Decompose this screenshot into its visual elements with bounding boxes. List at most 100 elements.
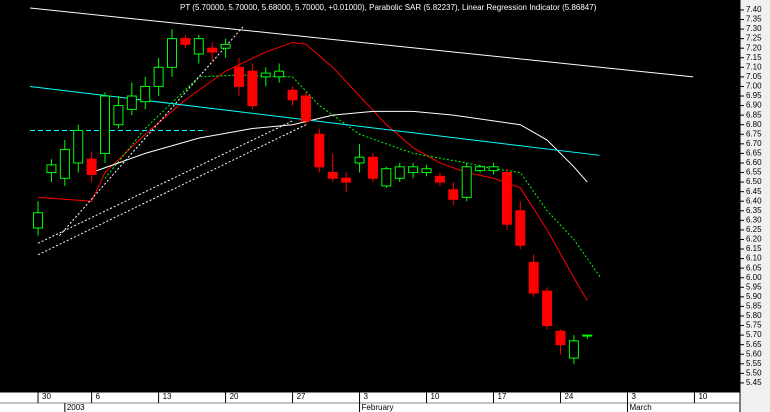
y-tick-label: 7.05 xyxy=(746,72,762,81)
x-tick-label: 10 xyxy=(431,392,440,401)
y-tick-label: 7.35 xyxy=(746,15,762,24)
x-month-label: 2003 xyxy=(67,403,85,412)
y-tick-label: 5.50 xyxy=(746,368,762,377)
candle-body xyxy=(381,168,392,187)
candle-body xyxy=(140,85,151,103)
y-tick-label: 6.90 xyxy=(746,101,762,110)
x-tick-label: 20 xyxy=(230,392,239,401)
candle-body xyxy=(193,38,204,55)
y-tick-label: 6.30 xyxy=(746,215,762,224)
candle-body xyxy=(501,172,512,225)
candle-body xyxy=(314,133,325,168)
candle-body xyxy=(126,95,137,110)
x-tick-label: 30 xyxy=(42,392,51,401)
y-tick-label: 7.40 xyxy=(746,5,762,14)
y-tick-label: 6.75 xyxy=(746,129,762,138)
y-tick-label: 6.95 xyxy=(746,91,762,100)
y-tick-label: 5.75 xyxy=(746,321,762,330)
candle-body xyxy=(247,70,258,107)
x-tick-label: 10 xyxy=(698,392,707,401)
x-tick-label: 3 xyxy=(364,392,369,401)
y-tick-label: 5.70 xyxy=(746,330,762,339)
chart-title: PT (5.70000, 5.70000, 5.68000, 5.70000, … xyxy=(180,3,597,12)
candle-body xyxy=(448,189,459,200)
y-tick-label: 5.60 xyxy=(746,349,762,358)
x-tick-label: 13 xyxy=(163,392,172,401)
indicator-line xyxy=(29,85,600,156)
y-tick-label: 6.00 xyxy=(746,273,762,282)
candle-body xyxy=(260,72,271,78)
x-month-label: February xyxy=(362,403,394,412)
y-tick-label: 6.25 xyxy=(746,225,762,234)
y-tick-label: 6.35 xyxy=(746,206,762,215)
indicator-line xyxy=(104,74,602,279)
y-axis-background xyxy=(740,0,770,412)
candle-body xyxy=(33,212,44,229)
indicator-line xyxy=(29,7,694,78)
candle-body xyxy=(528,261,539,294)
indicator-line xyxy=(37,124,307,256)
candle-body xyxy=(46,164,57,174)
candle-body xyxy=(515,210,526,246)
candle-body xyxy=(300,95,311,122)
x-tick-label: 17 xyxy=(498,392,507,401)
candle-body xyxy=(327,172,338,179)
y-tick-label: 5.55 xyxy=(746,359,762,368)
candle-body xyxy=(408,166,419,174)
y-tick-label: 6.85 xyxy=(746,110,762,119)
candle-body xyxy=(421,168,432,174)
candle-body xyxy=(394,166,405,179)
candle-body xyxy=(475,166,486,172)
y-tick-label: 6.70 xyxy=(746,139,762,148)
y-tick-label: 5.45 xyxy=(746,378,762,387)
y-tick-label: 6.50 xyxy=(746,177,762,186)
y-tick-label: 7.10 xyxy=(746,62,762,71)
y-tick-label: 7.20 xyxy=(746,43,762,52)
candle-body xyxy=(167,38,177,68)
y-tick-label: 6.60 xyxy=(746,158,762,167)
y-tick-label: 7.30 xyxy=(746,24,762,33)
candle-body xyxy=(568,340,579,359)
candle-body xyxy=(582,334,593,337)
candle-body xyxy=(113,105,124,126)
candle-body xyxy=(59,149,70,179)
candle-body xyxy=(274,70,285,78)
y-tick-label: 6.45 xyxy=(746,187,762,196)
y-tick-label: 6.65 xyxy=(746,149,762,158)
y-tick-label: 6.20 xyxy=(746,235,762,244)
y-tick-label: 5.85 xyxy=(746,302,762,311)
y-tick-label: 5.80 xyxy=(746,311,762,320)
candle-body xyxy=(488,166,499,172)
y-tick-label: 5.90 xyxy=(746,292,762,301)
candle-body xyxy=(86,158,97,175)
candle-body xyxy=(73,129,84,164)
y-tick-label: 7.25 xyxy=(746,34,762,43)
y-tick-label: 5.65 xyxy=(746,340,762,349)
y-tick-label: 7.00 xyxy=(746,82,762,91)
y-tick-label: 6.55 xyxy=(746,168,762,177)
indicator-line xyxy=(91,110,588,183)
candle-body xyxy=(354,156,365,164)
y-tick-label: 6.40 xyxy=(746,196,762,205)
y-tick-label: 6.10 xyxy=(746,254,762,263)
candle-body xyxy=(555,330,566,346)
y-tick-label: 5.95 xyxy=(746,282,762,291)
indicator-line xyxy=(59,24,245,236)
x-tick-label: 27 xyxy=(297,392,306,401)
candle-body xyxy=(542,290,553,327)
x-month-label: March xyxy=(629,403,651,412)
indicator-line xyxy=(38,41,588,301)
candle-body xyxy=(233,66,244,87)
y-tick-label: 6.05 xyxy=(746,263,762,272)
candle-body xyxy=(153,66,164,87)
candle-body xyxy=(207,47,218,53)
candle-body xyxy=(287,89,298,101)
candle-body xyxy=(434,175,445,183)
plot-background xyxy=(0,0,740,392)
indicator-line xyxy=(37,120,293,244)
candle-body xyxy=(341,177,352,183)
y-tick-label: 6.15 xyxy=(746,244,762,253)
y-tick-label: 7.15 xyxy=(746,53,762,62)
y-tick-label: 6.80 xyxy=(746,120,762,129)
candle-body xyxy=(220,43,231,49)
